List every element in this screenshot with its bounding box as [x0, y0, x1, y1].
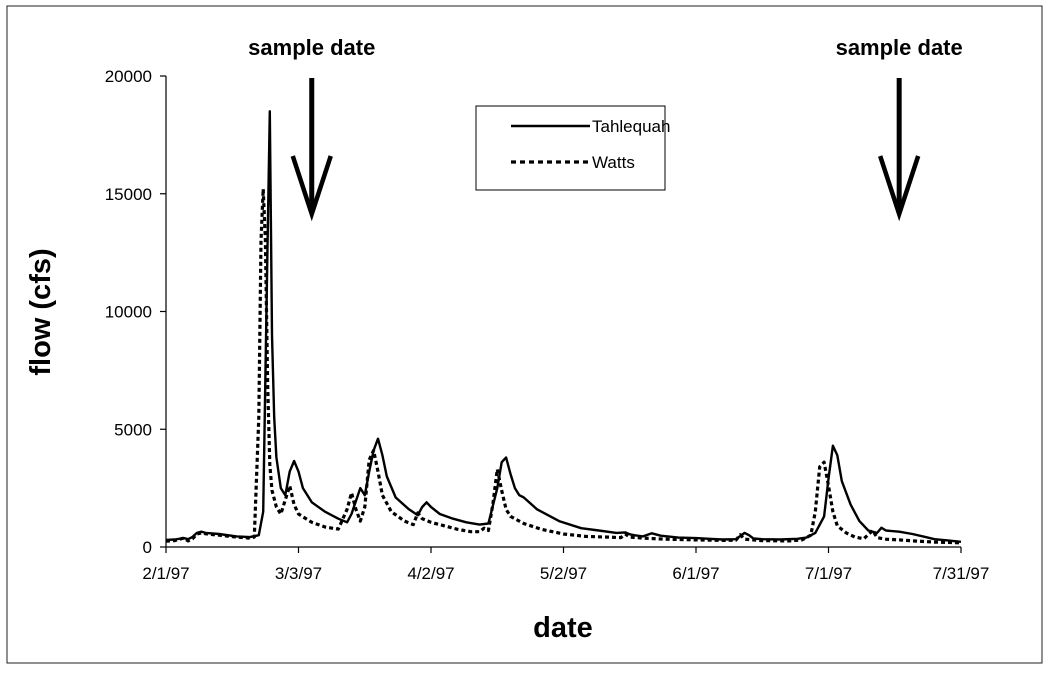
annotation-label: sample date [836, 35, 963, 60]
legend-label-tahlequah: Tahlequah [592, 117, 670, 136]
legend: Tahlequah Watts [475, 105, 670, 191]
legend-box [475, 105, 666, 191]
y-tick-label: 15000 [105, 185, 152, 204]
x-tick-label: 4/2/97 [407, 564, 454, 583]
y-tick-label: 10000 [105, 303, 152, 322]
x-tick-label: 6/1/97 [672, 564, 719, 583]
y-axis-title: flow (cfs) [25, 248, 57, 375]
series-layer [165, 110, 962, 545]
x-tick-label: 3/3/97 [275, 564, 322, 583]
x-axis-title: date [533, 612, 593, 644]
series-line-watts [165, 187, 962, 545]
y-ticks: 0 5000 10000 15000 20000 [105, 67, 166, 557]
annotation-label: sample date [248, 35, 375, 60]
x-tick-label: 2/1/97 [142, 564, 189, 583]
y-tick-label: 20000 [105, 67, 152, 86]
legend-label-watts: Watts [592, 153, 635, 172]
y-tick-label: 5000 [114, 420, 152, 439]
x-ticks: 2/1/97 3/3/97 4/2/97 5/2/97 6/1/97 7/1/97 7/31… [142, 547, 989, 583]
annotation-arrow-head [878, 155, 921, 222]
x-tick-label: 7/1/97 [805, 564, 852, 583]
annotations: sample date sample date [248, 35, 963, 222]
x-tick-label: 5/2/97 [540, 564, 587, 583]
x-tick-label: 7/31/97 [933, 564, 990, 583]
annotation-arrow-head [290, 155, 333, 222]
series-line-tahlequah [165, 110, 962, 543]
y-tick-label: 0 [143, 538, 152, 557]
